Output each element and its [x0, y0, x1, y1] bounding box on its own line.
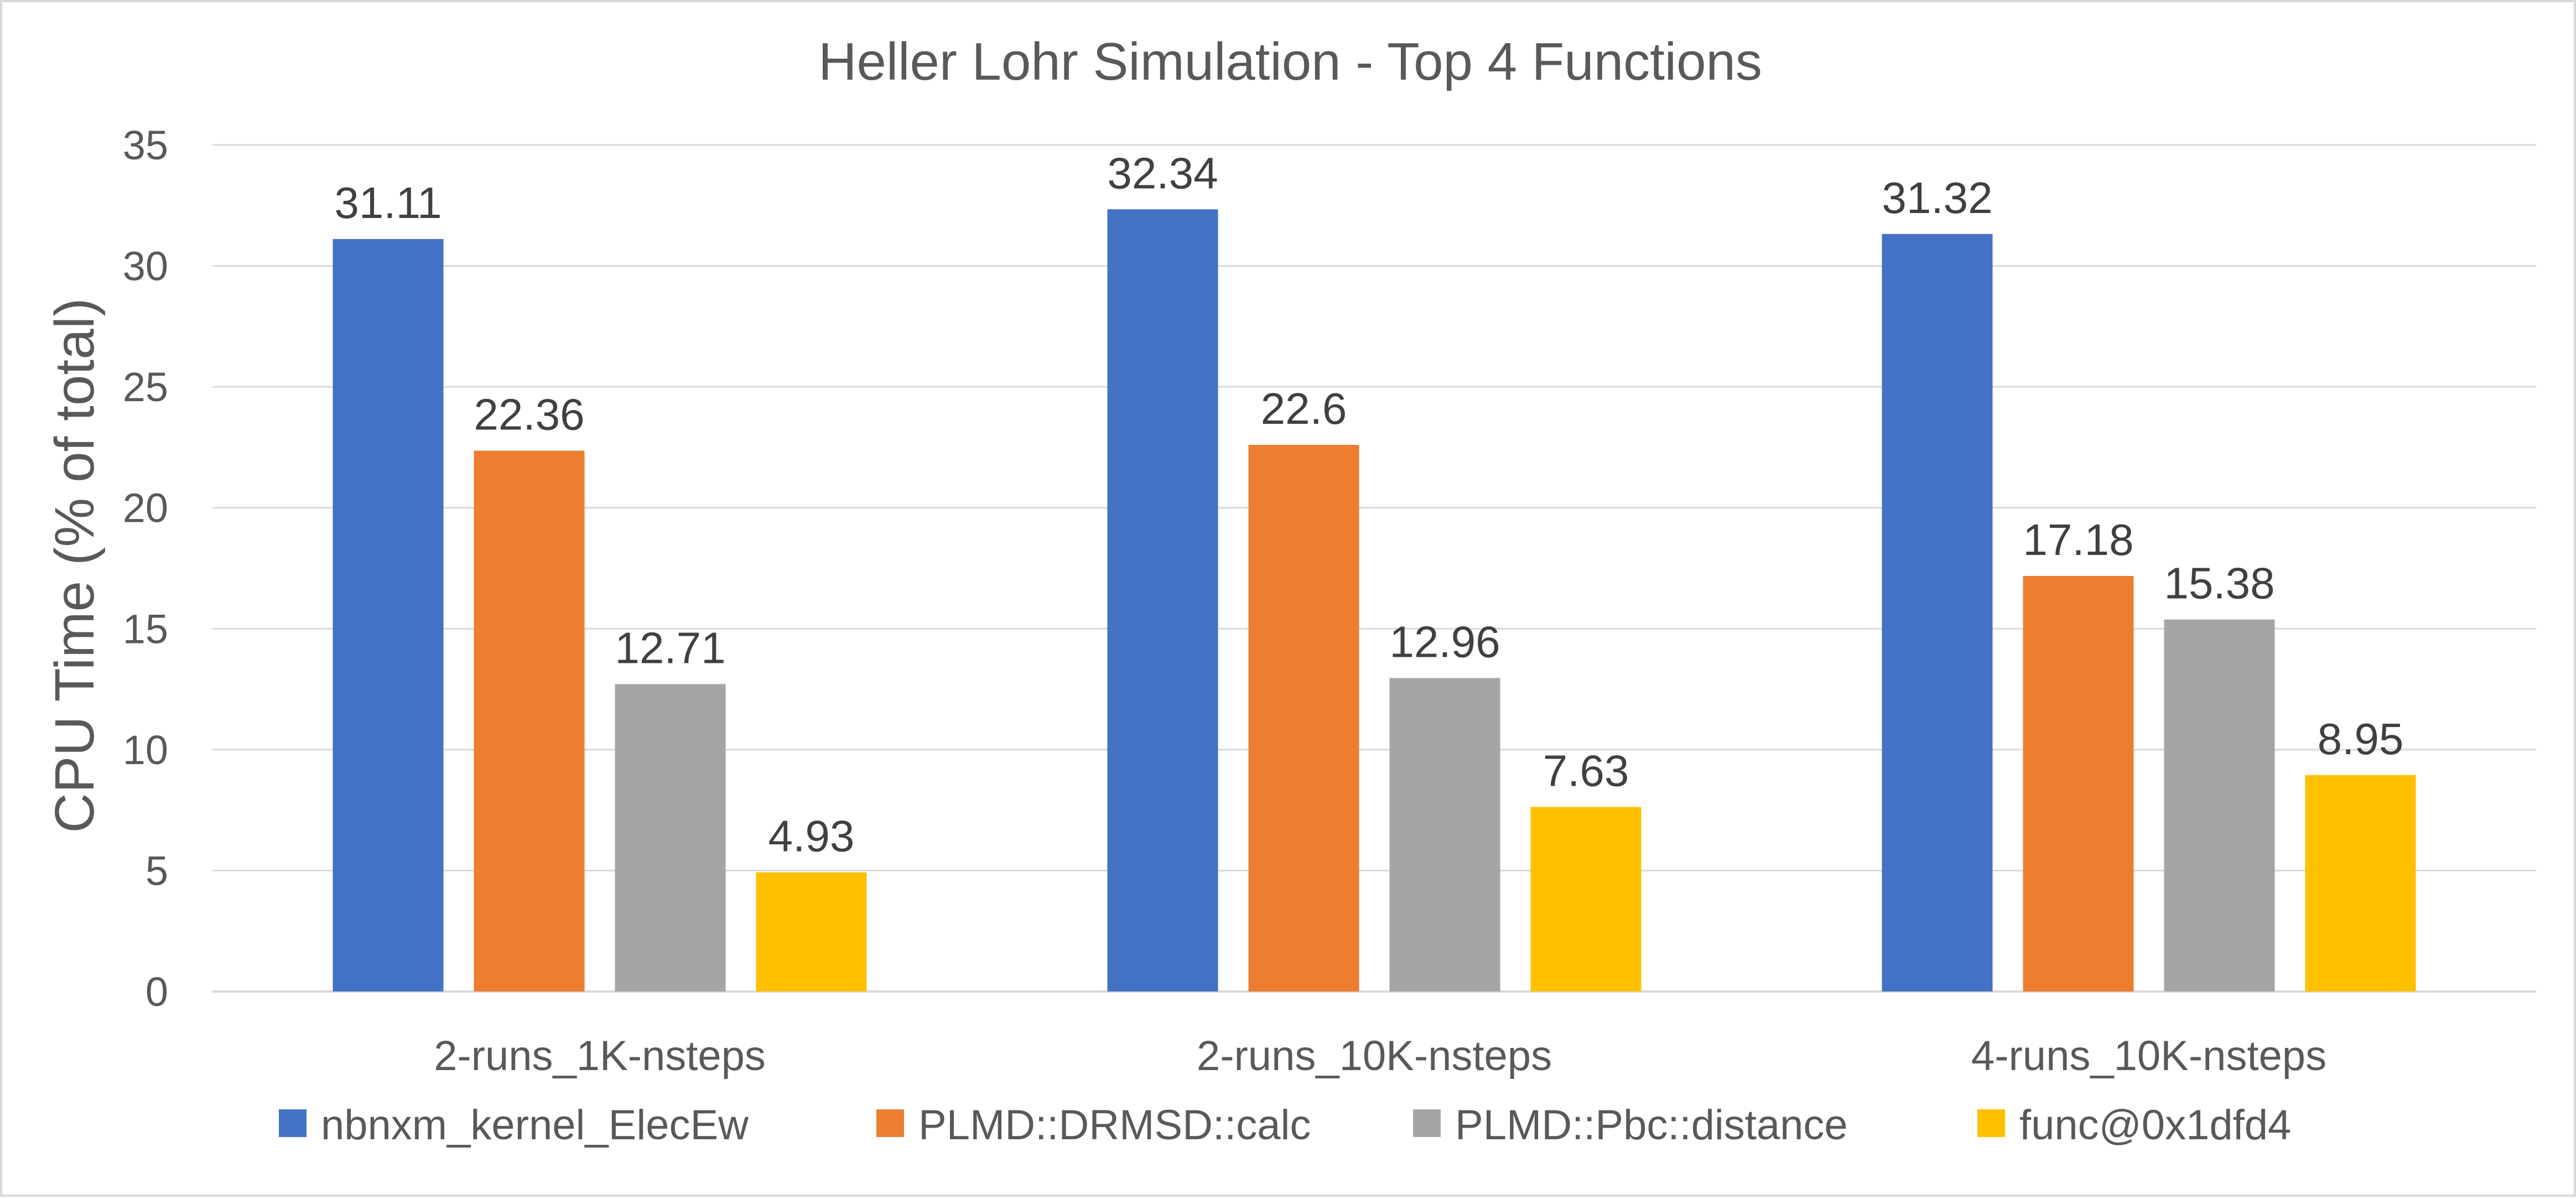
- bars: [333, 209, 2416, 992]
- gridlines: [212, 144, 2536, 993]
- data-label: 31.11: [334, 178, 442, 227]
- y-tick-label: 20: [123, 485, 168, 531]
- bar: [1248, 445, 1359, 992]
- y-axis-ticks: 0 5 10 15 20 25 30 35: [123, 122, 168, 1015]
- category-label: 2-runs_10K-nsteps: [1197, 1032, 1552, 1079]
- legend-swatch: [279, 1109, 307, 1137]
- y-tick-label: 30: [123, 243, 168, 289]
- data-label: 32.34: [1107, 148, 1218, 198]
- y-axis-title: CPU Time (% of total): [44, 298, 106, 833]
- data-label: 17.18: [2023, 515, 2133, 564]
- bar: [2023, 575, 2134, 992]
- bar: [333, 239, 444, 992]
- legend-swatch: [1977, 1109, 2005, 1137]
- bar: [1389, 678, 1500, 992]
- chart-title: Heller Lohr Simulation - Top 4 Functions: [818, 32, 1762, 91]
- data-label: 12.71: [615, 623, 725, 672]
- category-label: 2-runs_1K-nsteps: [434, 1032, 766, 1079]
- data-label: 7.63: [1543, 746, 1629, 795]
- legend-label: nbnxm_kernel_ElecEw: [321, 1102, 749, 1149]
- data-label: 31.32: [1882, 173, 1992, 222]
- legend-swatch: [1413, 1109, 1441, 1137]
- y-tick-label: 10: [123, 727, 168, 773]
- bar: [2305, 775, 2416, 992]
- y-tick-label: 25: [123, 364, 168, 410]
- bar: [1530, 807, 1642, 992]
- data-label: 8.95: [2318, 714, 2404, 764]
- bar: [474, 450, 585, 992]
- y-tick-label: 0: [146, 969, 168, 1015]
- data-labels: 31.11 22.36 12.71 4.93 32.34 22.6 12.96 7.63 31.…: [334, 148, 2403, 860]
- y-tick-label: 15: [123, 606, 168, 652]
- y-tick-label: 35: [123, 122, 168, 168]
- data-label: 22.6: [1261, 384, 1347, 433]
- y-tick-label: 5: [146, 848, 168, 894]
- category-label: 4-runs_10K-nsteps: [1971, 1032, 2326, 1079]
- bar: [615, 684, 726, 992]
- legend-swatch: [876, 1109, 904, 1137]
- data-label: 12.96: [1389, 617, 1500, 666]
- data-label: 22.36: [474, 390, 584, 439]
- bar: [2164, 619, 2275, 992]
- legend: nbnxm_kernel_ElecEw PLMD::DRMSD::calc PLMD…: [279, 1102, 2291, 1149]
- x-axis-category-labels: 2-runs_1K-nsteps 2-runs_10K-nsteps 4-runs_…: [434, 1032, 2326, 1079]
- bar: [756, 872, 867, 992]
- data-label: 15.38: [2164, 559, 2274, 608]
- data-label: 4.93: [768, 811, 855, 860]
- bar: [1107, 209, 1218, 992]
- legend-label: func@0x1dfd4: [2019, 1102, 2291, 1149]
- legend-label: PLMD::Pbc::distance: [1455, 1102, 1848, 1149]
- legend-label: PLMD::DRMSD::calc: [918, 1102, 1311, 1149]
- bar: [1882, 233, 1993, 992]
